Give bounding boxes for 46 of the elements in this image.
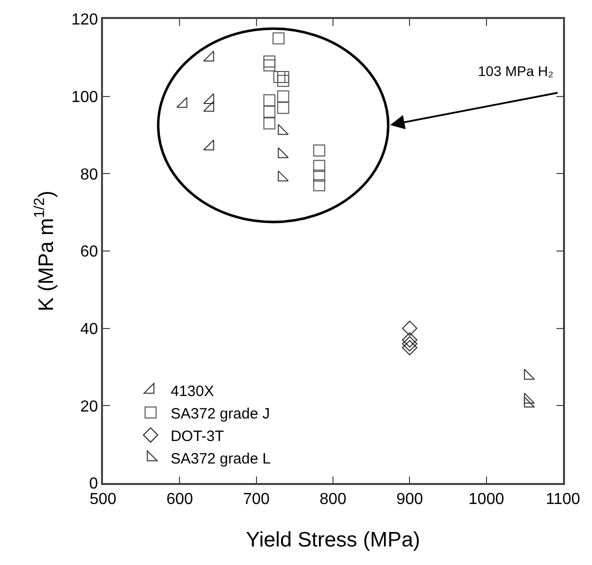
point — [524, 392, 535, 404]
point — [402, 332, 418, 348]
x-tick-label: 600 — [166, 490, 194, 508]
x-tick-label: 900 — [396, 490, 424, 508]
point — [273, 71, 286, 83]
legend-label: SA372 grade L — [170, 450, 271, 468]
y-tick-label: 40 — [80, 320, 98, 338]
legend-label: SA372 grade J — [170, 405, 270, 422]
y-tick-label: 20 — [80, 398, 98, 416]
point — [402, 340, 418, 356]
y-tick-label: 60 — [80, 244, 98, 261]
point — [277, 102, 290, 114]
point — [263, 106, 276, 118]
point — [313, 179, 326, 192]
y-tick-label: 100 — [71, 88, 98, 106]
point — [272, 32, 285, 44]
point — [313, 160, 326, 172]
point — [263, 117, 276, 130]
legend-label: 4130X — [170, 382, 214, 400]
point — [402, 336, 418, 352]
point — [263, 94, 276, 106]
x-tick-label: 800 — [320, 490, 346, 508]
point — [313, 144, 326, 156]
point — [524, 368, 535, 380]
point — [263, 56, 276, 68]
y-tick-label: 80 — [80, 166, 98, 184]
point — [524, 396, 535, 408]
x-tick-label: 500 — [90, 490, 116, 508]
x-tick-label: 1000 — [468, 490, 504, 508]
point — [277, 74, 290, 87]
point — [313, 170, 326, 182]
point — [203, 100, 214, 112]
x-tick-label: 700 — [242, 490, 270, 508]
x-axis-title: Yield Stress (MPa) — [246, 528, 420, 552]
point — [203, 50, 214, 62]
y-tick-label: 120 — [71, 12, 98, 29]
point — [176, 96, 188, 108]
legend-label: DOT-3T — [170, 428, 224, 445]
y-tick-label: 0 — [89, 476, 98, 493]
x-tick-label: 1100 — [546, 490, 580, 508]
point — [277, 90, 290, 102]
point — [203, 93, 214, 104]
annotation: 103 MPa H₂ — [478, 63, 554, 79]
point — [402, 320, 418, 336]
point — [263, 59, 276, 72]
point — [203, 140, 214, 150]
